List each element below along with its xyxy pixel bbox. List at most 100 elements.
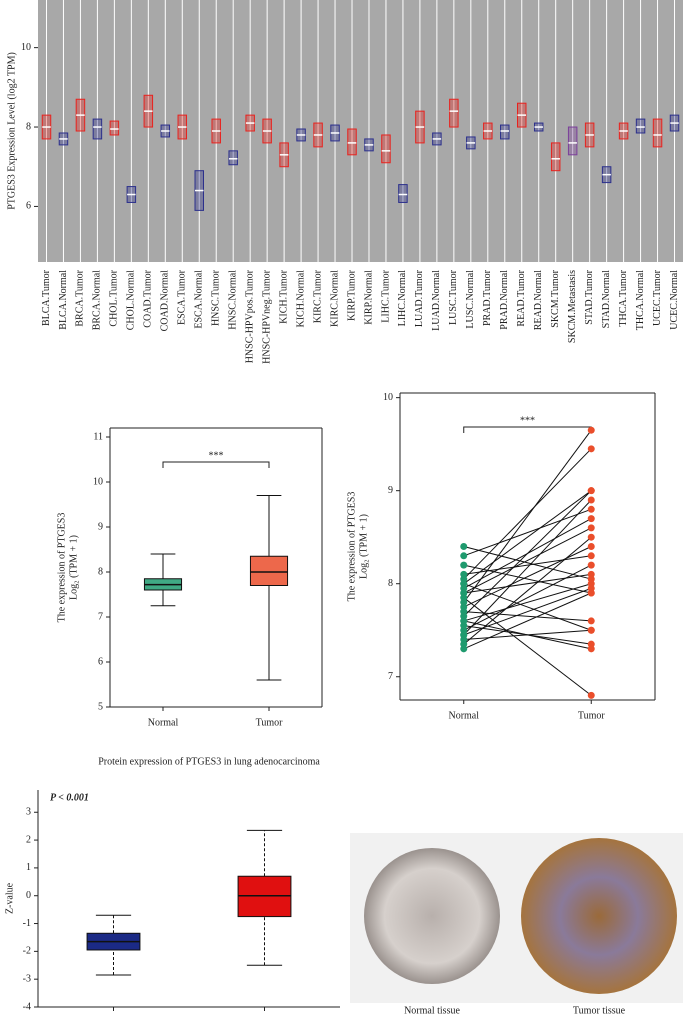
significance-bracket (162, 461, 270, 468)
box (92, 118, 103, 140)
x-tick-label: PRAD.Normal (499, 270, 510, 330)
point (460, 580, 468, 588)
y-axis-label: Z-value (4, 882, 15, 914)
point (587, 561, 595, 569)
point (587, 487, 595, 495)
x-tick-label: Tumor (256, 717, 284, 728)
box (500, 124, 510, 140)
point (587, 617, 595, 625)
normal-tissue-image (364, 848, 500, 984)
box (228, 150, 238, 166)
point (460, 617, 468, 625)
point (587, 575, 595, 583)
point (587, 524, 595, 532)
x-tick-label: CHOL.Normal (126, 270, 137, 330)
y-tick-label: 10 (21, 42, 31, 53)
x-tick-label: UCEC.Normal (669, 270, 680, 330)
y-tick-label: 3 (26, 807, 31, 818)
y-tick-label: 11 (93, 431, 103, 442)
y-tick-label: 6 (98, 656, 103, 667)
x-tick-label: HNSC.Normal (227, 270, 238, 330)
y-tick-label: 9 (98, 521, 103, 532)
point (460, 631, 468, 639)
pair-line (463, 583, 592, 631)
x-tick-label: UCEC.Tumor (652, 269, 663, 326)
annotation: P < 0.001 (50, 792, 89, 803)
x-tick-label: LIHC.Normal (397, 270, 408, 327)
x-tick-label: LIHC.Tumor (380, 269, 391, 322)
y-tick-label: 8 (26, 121, 31, 132)
x-tick-label: THCA.Tumor (618, 269, 629, 326)
point (587, 543, 595, 550)
pair-line (463, 611, 592, 622)
box (567, 126, 578, 156)
point (587, 505, 595, 513)
point (460, 589, 468, 597)
y-axis-label: The expression of PTGES3 (346, 492, 357, 602)
x-tick-label: LUSC.Normal (465, 270, 476, 329)
x-tick-label: BLCA.Tumor (41, 269, 52, 326)
point (587, 515, 595, 523)
y-tick-label: 2 (26, 834, 31, 845)
pair-line (463, 499, 592, 636)
y-tick-label: 7 (98, 611, 103, 622)
x-tick-label: COAD.Normal (160, 270, 171, 332)
x-tick-label: HNSC-HPVpos.Tumor (244, 269, 255, 363)
y-tick-label: 0 (26, 890, 31, 901)
x-tick-label: KIRC.Tumor (312, 269, 323, 323)
x-tick-label: KICH.Normal (295, 270, 306, 328)
point (460, 552, 468, 560)
annotation: *** (209, 450, 224, 461)
y-tick-label: 9 (388, 485, 393, 496)
point (587, 626, 595, 634)
pair-line (463, 546, 592, 580)
x-tick-label: ESCA.Normal (194, 270, 205, 329)
pair-line (463, 564, 592, 631)
x-tick-label: COAD.Tumor (143, 269, 154, 327)
pair-line (463, 508, 592, 557)
y-tick-label: 5 (98, 701, 103, 712)
plot-background (38, 0, 683, 262)
box (109, 120, 120, 136)
pair-line (463, 597, 592, 696)
x-tick-label: LUAD.Normal (431, 270, 442, 331)
x-tick-label: SKCM.Tumor (550, 269, 561, 327)
box (398, 184, 408, 203)
x-tick-label: LUAD.Tumor (414, 269, 425, 327)
x-tick-label: BRCA.Normal (92, 270, 103, 331)
pair-line (463, 587, 592, 636)
x-tick-label: BLCA.Normal (58, 270, 69, 330)
pair-line (463, 564, 592, 594)
point (587, 445, 595, 453)
y-axis-label: Log₂ (TPM + 1) (358, 514, 369, 579)
significance-bracket (463, 426, 592, 433)
tumor-tissue-image (521, 838, 677, 994)
x-tick-label: READ.Tumor (516, 269, 527, 326)
y-tick-label: -3 (23, 973, 31, 984)
point (460, 561, 468, 569)
normal-tissue-label: Normal tissue (404, 1005, 460, 1016)
point (460, 570, 468, 578)
x-tick-label: KICH.Tumor (278, 269, 289, 323)
pair-line (463, 592, 592, 650)
y-axis-label: The expression of PTGES3 (56, 513, 67, 623)
x-tick-label: STAD.Tumor (584, 269, 595, 324)
box (449, 98, 459, 128)
box (347, 128, 357, 156)
y-tick-label: 10 (93, 476, 103, 487)
x-tick-label: BRCA.Tumor (75, 269, 86, 326)
x-tick-label: KIRC.Normal (329, 270, 340, 327)
y-tick-label: 1 (26, 862, 31, 873)
x-tick-label: PRAD.Tumor (482, 269, 493, 326)
x-tick-label: STAD.Normal (601, 270, 612, 329)
point (587, 691, 595, 699)
pair-line (463, 573, 592, 594)
y-tick-label: 8 (98, 566, 103, 577)
pair-line (463, 536, 592, 645)
pair-line (463, 490, 592, 585)
box (381, 134, 391, 164)
x-tick-label: HNSC-HPVneg.Tumor (261, 269, 272, 363)
point (587, 533, 595, 541)
x-tick-label: KIRP.Tumor (346, 269, 357, 321)
